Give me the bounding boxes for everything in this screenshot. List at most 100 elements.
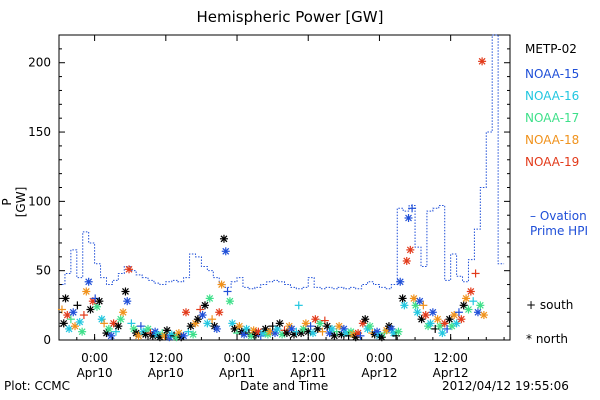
- data-point: [438, 329, 447, 338]
- north-marker-key: * north: [526, 332, 569, 346]
- data-point: [116, 315, 125, 324]
- y-tick-label: 150: [28, 125, 51, 139]
- data-point: [469, 297, 478, 306]
- legend-item-noaa-18: NOAA-18: [525, 133, 580, 147]
- data-points-group: [57, 57, 488, 342]
- x-tick-label: 0:00: [366, 351, 393, 365]
- data-point: [356, 331, 365, 340]
- x-tick-date-label: Apr11: [219, 366, 255, 380]
- data-point: [66, 315, 75, 324]
- x-tick-date-label: Apr11: [290, 366, 326, 380]
- data-point: [212, 324, 221, 333]
- data-point: [104, 324, 113, 333]
- data-point: [402, 256, 411, 265]
- data-point: [454, 308, 463, 317]
- data-point: [63, 311, 72, 320]
- ovation-label-line2: Prime HPI: [530, 224, 588, 238]
- data-point: [398, 294, 407, 303]
- data-point: [426, 319, 435, 328]
- data-point: [91, 294, 100, 303]
- data-point: [464, 305, 473, 314]
- x-tick-date-label: Apr10: [77, 366, 113, 380]
- axes: [58, 34, 511, 341]
- data-point: [396, 277, 405, 286]
- data-point: [119, 308, 128, 317]
- data-point: [123, 297, 132, 306]
- data-point: [84, 277, 93, 286]
- data-point: [61, 294, 70, 303]
- data-point: [473, 308, 482, 317]
- x-tick-label: 12:00: [291, 351, 326, 365]
- x-tick-date-label: Apr12: [433, 366, 469, 380]
- data-point: [392, 331, 401, 340]
- x-tick-label: 12:00: [433, 351, 468, 365]
- x-tick-label: 0:00: [224, 351, 251, 365]
- data-point: [404, 214, 413, 222]
- data-point: [69, 308, 78, 317]
- plot-frame: [58, 34, 511, 341]
- plot-timestamp: 2012/04/12 19:55:06: [442, 379, 569, 393]
- data-point: [408, 204, 417, 213]
- data-point: [450, 311, 459, 320]
- ticks-group: 0501001502000:00Apr1012:00Apr100:00Apr11…: [28, 35, 510, 380]
- data-point: [205, 294, 214, 303]
- data-point: [219, 234, 228, 243]
- data-point: [79, 311, 88, 320]
- data-point: [478, 57, 487, 66]
- data-point: [294, 301, 303, 310]
- data-point: [107, 331, 116, 340]
- data-point: [65, 324, 74, 333]
- x-axis-label: Date and Time: [240, 379, 329, 393]
- data-point: [421, 311, 430, 320]
- ovation-line-group: [59, 34, 505, 290]
- data-point: [78, 327, 87, 336]
- data-point: [75, 317, 84, 326]
- data-point: [457, 315, 466, 324]
- data-point: [318, 327, 327, 336]
- legend-item-noaa-16: NOAA-16: [525, 89, 580, 103]
- data-point: [181, 308, 190, 317]
- data-point: [189, 330, 198, 339]
- data-point: [225, 297, 234, 306]
- data-point: [306, 322, 315, 331]
- data-point: [95, 297, 104, 306]
- data-point: [100, 319, 109, 328]
- data-point: [327, 324, 336, 333]
- legend-item-noaa-17: NOAA-17: [525, 111, 580, 125]
- data-point: [428, 308, 437, 317]
- data-point: [361, 315, 370, 324]
- data-point: [471, 269, 480, 278]
- data-point: [433, 315, 442, 324]
- data-point: [86, 305, 95, 314]
- south-marker-key: + south: [526, 298, 574, 312]
- data-point: [121, 287, 130, 296]
- data-point: [413, 308, 422, 317]
- legend-item-noaa-15: NOAA-15: [525, 67, 580, 81]
- data-point: [476, 301, 485, 310]
- data-point: [419, 301, 428, 310]
- ovation-label-line1: – Ovation: [530, 209, 587, 223]
- y-tick-label: 0: [43, 333, 51, 347]
- data-point: [365, 322, 374, 331]
- data-point: [82, 287, 91, 296]
- data-point: [125, 265, 134, 274]
- data-point: [415, 297, 424, 306]
- data-point: [114, 322, 123, 331]
- data-point: [129, 324, 138, 333]
- data-point: [323, 322, 332, 331]
- y-tick-label: 200: [28, 56, 51, 70]
- data-point: [215, 308, 224, 317]
- chart-title: Hemispheric Power [GW]: [196, 8, 384, 26]
- data-point: [466, 287, 475, 296]
- data-point: [275, 319, 284, 328]
- data-point: [394, 327, 403, 336]
- data-point: [200, 301, 209, 310]
- ovation-hpi-line: [59, 34, 505, 290]
- data-point: [479, 311, 488, 320]
- data-point: [73, 301, 82, 310]
- data-point: [316, 319, 325, 328]
- data-point: [198, 311, 207, 320]
- data-point: [406, 245, 415, 254]
